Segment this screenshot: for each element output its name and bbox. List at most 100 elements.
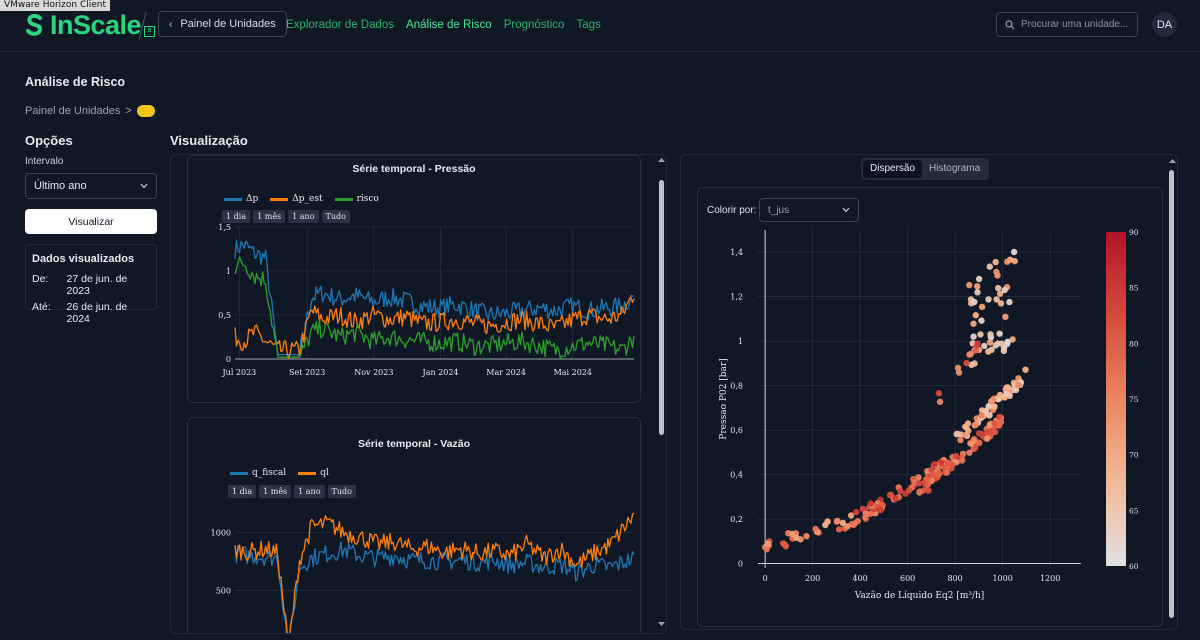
series-line-0-0[interactable]: [234, 239, 635, 356]
scatter-point[interactable]: [998, 340, 1005, 347]
range-button-all[interactable]: Tudo: [321, 210, 350, 223]
scatter-point[interactable]: [984, 435, 991, 442]
range-button-1y[interactable]: 1 ano: [288, 210, 319, 223]
user-avatar[interactable]: DA: [1152, 12, 1177, 37]
scatter-point[interactable]: [931, 461, 938, 468]
scatter-point[interactable]: [793, 534, 800, 541]
scroll-down-arrow-icon[interactable]: [658, 621, 665, 627]
scatter-point[interactable]: [986, 339, 994, 346]
scatter-point[interactable]: [959, 457, 966, 464]
legend-item[interactable]: ql: [298, 468, 329, 478]
scatter-point[interactable]: [788, 530, 796, 538]
scatter-point[interactable]: [993, 268, 1000, 276]
scatter-point[interactable]: [835, 526, 843, 533]
scatter-point[interactable]: [995, 284, 1002, 292]
scatter-point[interactable]: [915, 480, 923, 487]
range-button-1d[interactable]: 1 dia: [222, 210, 251, 223]
scatter-point[interactable]: [1015, 381, 1022, 389]
timeseries-panel[interactable]: Série temporal - Pressão Δp Δp_est risco…: [170, 154, 667, 634]
scatter-point[interactable]: [992, 258, 999, 266]
scatter-point[interactable]: [987, 331, 994, 338]
range-button-all[interactable]: Tudo: [327, 485, 356, 498]
scatter-point[interactable]: [867, 500, 874, 507]
scatter-point[interactable]: [1004, 384, 1011, 391]
scatter-point[interactable]: [928, 466, 935, 474]
scatter-point[interactable]: [902, 490, 909, 497]
scatter-point[interactable]: [970, 333, 977, 340]
scatter-point[interactable]: [1004, 338, 1011, 345]
range-button-1m[interactable]: 1 mês: [253, 210, 286, 223]
right-scrollbar[interactable]: [1168, 158, 1176, 623]
scatter-point[interactable]: [854, 517, 861, 525]
scatter-point[interactable]: [803, 533, 810, 540]
scatter-point[interactable]: [867, 510, 874, 517]
tab-scatter[interactable]: Dispersão: [863, 160, 923, 178]
series-line-0-2[interactable]: [234, 256, 635, 360]
scatter-point[interactable]: [975, 275, 983, 283]
scatter-point[interactable]: [991, 403, 998, 410]
search-input[interactable]: Procurar uma unidade...: [996, 12, 1138, 37]
scatter-point[interactable]: [844, 523, 851, 530]
scatter-point[interactable]: [963, 359, 970, 367]
left-scrollbar[interactable]: [657, 155, 666, 633]
scatter-point[interactable]: [986, 263, 993, 270]
scatter-point[interactable]: [970, 320, 977, 327]
scatter-point[interactable]: [986, 411, 993, 419]
left-scrollbar-thumb[interactable]: [659, 180, 664, 435]
scatter-point[interactable]: [986, 421, 993, 429]
scatter-point[interactable]: [974, 289, 981, 296]
scatter-point[interactable]: [1003, 390, 1010, 398]
tab-histogram[interactable]: Histograma: [929, 163, 981, 174]
scatter-point[interactable]: [897, 487, 904, 495]
series-line-1-1[interactable]: [234, 512, 635, 634]
scatter-point[interactable]: [1009, 336, 1016, 343]
scatter-point[interactable]: [1001, 286, 1008, 294]
scatter-point[interactable]: [988, 398, 995, 405]
legend-item[interactable]: q_fiscal: [230, 468, 286, 478]
scatter-point[interactable]: [862, 514, 869, 521]
scatter-point[interactable]: [936, 398, 944, 405]
scatter-point[interactable]: [892, 495, 899, 503]
scatter-point[interactable]: [952, 452, 960, 460]
pressure-chart-plot[interactable]: Jul 2023 Set 2023 Nov 2023 Jan 2024 Mar 2024…: [188, 156, 642, 404]
scatter-point[interactable]: [953, 430, 960, 438]
scatter-point[interactable]: [943, 469, 950, 476]
scatter-point[interactable]: [993, 296, 1000, 303]
scatter-point[interactable]: [962, 423, 969, 430]
scatter-point[interactable]: [915, 474, 922, 481]
scatter-point[interactable]: [839, 519, 846, 527]
range-button-1y[interactable]: 1 ano: [294, 485, 325, 498]
scatter-point[interactable]: [925, 487, 932, 494]
nav-data-explorer[interactable]: Explorador de Dados: [286, 19, 395, 31]
series-line-1-0[interactable]: [234, 541, 635, 634]
nav-risk-analysis[interactable]: Análise de Risco: [406, 19, 492, 31]
scatter-point[interactable]: [991, 420, 999, 427]
scatter-point[interactable]: [974, 283, 981, 290]
scatter-point[interactable]: [957, 436, 964, 444]
scatter-point[interactable]: [985, 348, 992, 355]
scatter-point[interactable]: [944, 459, 952, 466]
scatter-point[interactable]: [1010, 248, 1018, 256]
scatter-point[interactable]: [972, 421, 980, 428]
scatter-point[interactable]: [971, 298, 978, 306]
scatter-point[interactable]: [764, 540, 771, 547]
scatter-point[interactable]: [1004, 258, 1011, 265]
scatter-point[interactable]: [976, 439, 983, 447]
breadcrumb-panel-link[interactable]: Painel de Unidades: [25, 105, 121, 117]
scroll-up-arrow-icon[interactable]: [658, 157, 665, 163]
scatter-point[interactable]: [847, 512, 855, 519]
logo[interactable]: InScale a: [24, 10, 156, 40]
scatter-point[interactable]: [853, 508, 860, 516]
nav-prognosis[interactable]: Prognóstico: [503, 19, 565, 31]
scatter-point[interactable]: [1022, 366, 1029, 373]
scatter-point[interactable]: [887, 492, 894, 499]
scatter-point[interactable]: [877, 506, 884, 514]
scatter-point[interactable]: [812, 525, 819, 533]
scatter-point[interactable]: [955, 369, 963, 376]
scatter-point[interactable]: [916, 488, 923, 495]
scatter-point[interactable]: [1000, 347, 1008, 355]
scatter-point[interactable]: [966, 281, 973, 289]
right-scrollbar-thumb[interactable]: [1169, 170, 1174, 618]
range-button-1d[interactable]: 1 dia: [228, 485, 257, 498]
scatter-point[interactable]: [977, 331, 984, 338]
